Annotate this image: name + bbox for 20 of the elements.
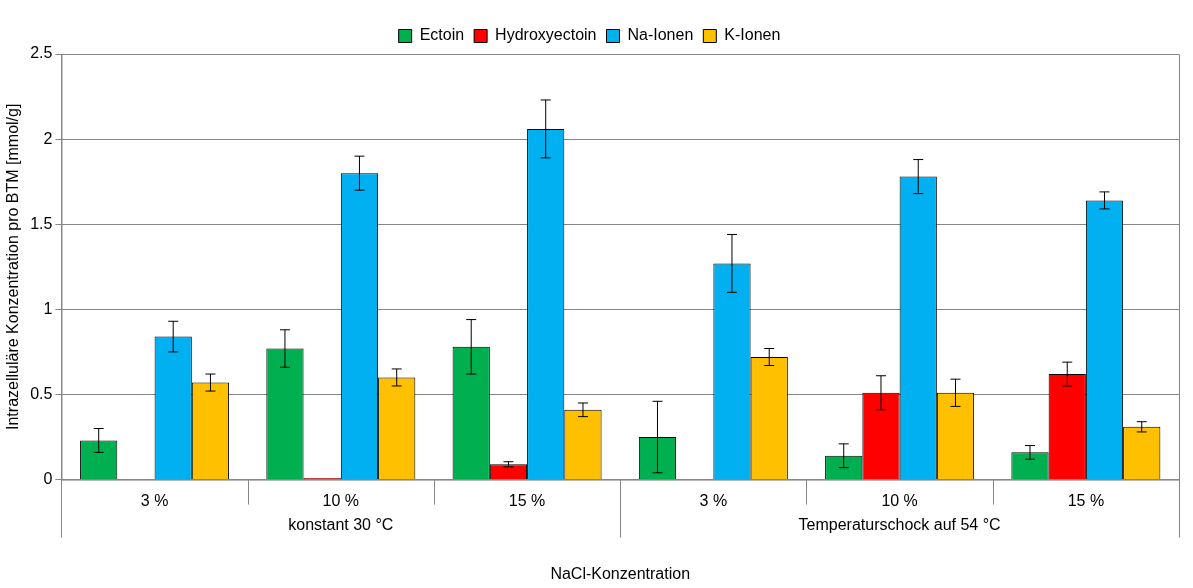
y-tick-label: 1 [43, 299, 53, 317]
legend-label: Na-Ionen [627, 26, 694, 44]
x-axis-title: NaCl-Konzentration [550, 564, 691, 582]
y-tick-label: 2.5 [30, 44, 53, 62]
y-axis-title: Intrazelluläre Konzentration pro BTM [mmol/g] [4, 103, 22, 430]
x-tick-label: 15 % [1067, 491, 1105, 509]
y-tick-label: 2 [43, 129, 53, 147]
y-tick-label: 0 [43, 470, 53, 488]
legend-label: Ectoin [419, 26, 465, 44]
text: Temperaturschock auf 54 °C [798, 516, 1001, 534]
x-tick-label: 10 % [881, 491, 918, 509]
text: konstant 30 °C [288, 516, 394, 534]
x-tick-label: 15 % [508, 491, 546, 509]
legend-label: Hydroxyectoin [495, 26, 597, 44]
y-tick-label: 1.5 [30, 214, 53, 232]
x-tick-label: 3 % [699, 491, 728, 509]
x-tick-label: 3 % [140, 491, 169, 509]
y-tick-label: 0.5 [30, 384, 53, 402]
x-tick-label: 10 % [322, 491, 360, 509]
legend-label: K-Ionen [724, 26, 781, 44]
